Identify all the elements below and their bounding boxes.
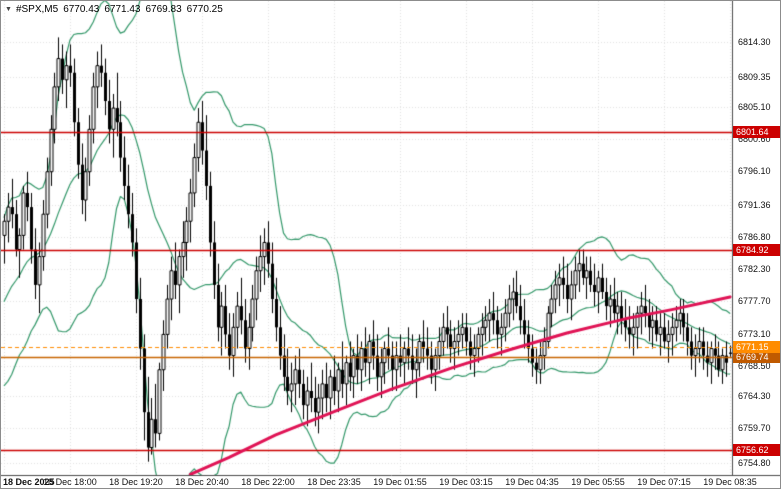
y-axis-tick-label: 6814.30 — [738, 37, 771, 48]
x-axis-time-label: 18 Dec 2025 — [3, 477, 55, 487]
y-axis-tick-label: 6754.80 — [738, 458, 771, 469]
ohlc-high-value: 6771.43 — [104, 4, 141, 15]
y-axis-tick-label: 6805.10 — [738, 102, 771, 113]
price-level-badge: 6784.92 — [733, 244, 780, 257]
y-axis-tick-label: 6773.10 — [738, 328, 771, 339]
x-axis-time-label: 19 Dec 03:15 — [439, 477, 493, 487]
y-axis-tick-label: 6796.10 — [738, 166, 771, 177]
ohlc-low-value: 6769.83 — [145, 4, 182, 15]
x-axis-time-label: 19 Dec 07:15 — [637, 477, 691, 487]
x-axis-time-label: 19 Dec 05:55 — [571, 477, 625, 487]
price-level-badge: 6801.64 — [733, 125, 780, 138]
x-axis-time-label: 18 Dec 20:40 — [175, 477, 229, 487]
y-axis-tick-label: 6768.50 — [738, 361, 771, 372]
price-level-badge: 6769.74 — [733, 351, 780, 364]
y-axis-tick-label: 6777.70 — [738, 296, 771, 307]
y-axis-tick-label: 6764.30 — [738, 390, 771, 401]
price-level-badge: 6756.62 — [733, 444, 780, 457]
x-axis-time-label: 19 Dec 01:55 — [373, 477, 427, 487]
x-axis-time-label: 18 Dec 18:00 — [43, 477, 97, 487]
price-axis[interactable]: 6814.30 6809.35 6805.10 6800.60 6796.10 6791.… — [733, 1, 780, 475]
y-axis-tick-label: 6786.80 — [738, 231, 771, 242]
ohlc-close-value: 6770.25 — [186, 4, 223, 15]
x-axis-time-label: 19 Dec 04:35 — [505, 477, 559, 487]
x-axis-time-label: 18 Dec 22:00 — [241, 477, 295, 487]
chart-ohlc-header: ▼ #SPX,M5 6770.43 6771.43 6769.83 6770.2… — [5, 4, 223, 15]
ohlc-open-value: 6770.43 — [63, 4, 100, 15]
y-axis-tick-label: 6791.36 — [738, 199, 771, 210]
y-axis-tick-label: 6809.35 — [738, 72, 771, 83]
x-axis-time-label: 18 Dec 23:35 — [307, 477, 361, 487]
symbol-marker-icon[interactable]: ▼ — [5, 6, 12, 13]
x-axis-time-label: 19 Dec 08:35 — [703, 477, 757, 487]
price-level-badge: 6771.15 — [733, 341, 780, 354]
y-axis-tick-label: 6800.60 — [738, 134, 771, 145]
y-axis-tick-label: 6759.70 — [738, 423, 771, 434]
y-axis-tick-label: 6782.30 — [738, 263, 771, 274]
time-axis[interactable]: 18 Dec 2025 18 Dec 18:00 18 Dec 19:20 18 De… — [1, 475, 780, 488]
x-axis-time-label: 18 Dec 19:20 — [109, 477, 163, 487]
symbol-period-label: #SPX,M5 — [15, 4, 59, 15]
